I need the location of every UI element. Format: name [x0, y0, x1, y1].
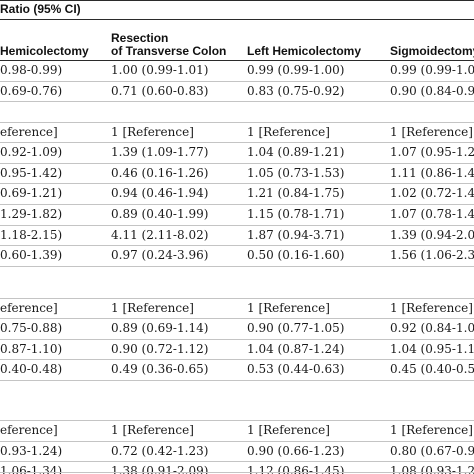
column-header-sigmoidectomy: Sigmoidectomy — [390, 44, 474, 58]
table-cell: 1.29-1.82) — [0, 206, 63, 221]
row-rule — [0, 440, 474, 442]
table-cell: 0.99 (0.99-1.00 — [390, 63, 474, 77]
row-rule — [0, 80, 474, 82]
table-cell: 0.75-0.88) — [0, 321, 63, 336]
table-cell: 1 [Reference] — [111, 124, 194, 139]
row-rule — [0, 162, 474, 164]
group-header-label: Ratio (95% CI) — [0, 2, 81, 16]
row-rule — [0, 318, 474, 320]
table-cell: 1.07 (0.95-1.21 — [390, 145, 474, 160]
table-cell: 0.49 (0.36-0.65) — [111, 362, 209, 377]
table-cell: 1.56 (1.06-2.31 — [390, 248, 474, 263]
row-rule — [0, 338, 474, 340]
table-cell: 1 [Reference] — [247, 124, 330, 139]
section-gap — [0, 102, 474, 122]
table-cell: 0.50 (0.16-1.60) — [247, 248, 345, 263]
table-cell: 1 [Reference] — [111, 423, 194, 437]
table-cell: 0.80 (0.67-0.95 — [390, 443, 474, 458]
row-rule — [0, 142, 474, 144]
table-cell: 1.00 (0.99-1.01) — [111, 63, 209, 77]
row-rule — [0, 101, 474, 103]
table-cell: 0.90 (0.72-1.12) — [111, 341, 209, 356]
table-cell: 1.38 (0.91-2.09) — [111, 464, 209, 474]
table-cell: 0.92 (0.84-1.00 — [390, 321, 474, 336]
table-cell: 0.53 (0.44-0.63) — [247, 362, 345, 377]
table-cell: 0.94 (0.46-1.94) — [111, 186, 209, 201]
table-cell: 0.71 (0.60-0.83) — [111, 83, 209, 98]
column-header-left-hemicolectomy: Left Hemicolectomy — [247, 44, 362, 58]
table-cell: 1 [Reference] — [247, 300, 330, 315]
table-cell: 1.11 (0.86-1.43 — [390, 165, 474, 180]
table-cell: 1.07 (0.78-1.47 — [390, 206, 474, 221]
table-cell: 1.15 (0.78-1.71) — [247, 206, 345, 221]
table-cell: 1.18-2.15) — [0, 227, 63, 242]
table-cell: 1.06-1.34) — [0, 464, 63, 474]
table-cell: 0.69-1.21) — [0, 186, 63, 201]
table-cell: 1.87 (0.94-3.71) — [247, 227, 345, 242]
table-cell: 0.60-1.39) — [0, 248, 63, 263]
table-cell: 1.04 (0.89-1.21) — [247, 145, 345, 160]
table-cell: 0.98-0.99) — [0, 63, 63, 77]
header-bottom-rule — [0, 60, 474, 61]
group-header-rule — [0, 19, 474, 20]
table-cell: 1.39 (1.09-1.77) — [111, 145, 209, 160]
table-cell: 0.89 (0.69-1.14) — [111, 321, 209, 336]
table-cell: 1.08 (0.93-1.25 — [390, 464, 474, 474]
table-cell: 0.40-0.48) — [0, 362, 63, 377]
table-cell: 0.97 (0.24-3.96) — [111, 248, 209, 263]
table-cell: 1.04 (0.95-1.13 — [390, 341, 474, 356]
table-cell: 1 [Reference] — [390, 124, 473, 139]
row-rule — [0, 461, 474, 463]
row-rule — [0, 359, 474, 361]
table-cell: eference] — [0, 300, 58, 315]
table-cell: 0.90 (0.66-1.23) — [247, 443, 345, 458]
section-gap — [0, 264, 474, 298]
section-gap — [0, 400, 474, 421]
table-cell: eference] — [0, 124, 58, 139]
table-cell: 0.92-1.09) — [0, 145, 63, 160]
column-header-transverse-line1: Resection — [111, 31, 169, 45]
row-rule — [0, 245, 474, 247]
bottom-rule — [0, 472, 474, 473]
table-cell: 1 [Reference] — [247, 423, 330, 437]
row-rule — [0, 224, 474, 226]
table-cell: 0.89 (0.40-1.99) — [111, 206, 209, 221]
table-cell: 0.45 (0.40-0.50 — [390, 362, 474, 377]
table-cell: 0.90 (0.84-0.95 — [390, 83, 474, 98]
table-cell: 1.05 (0.73-1.53) — [247, 165, 345, 180]
table-cell: 0.90 (0.77-1.05) — [247, 321, 345, 336]
table-cell: 0.87-1.10) — [0, 341, 63, 356]
table-cell: 0.99 (0.99-1.00) — [247, 63, 345, 77]
table-cell: 1.21 (0.84-1.75) — [247, 186, 345, 201]
section-rule — [0, 297, 474, 299]
table-cell: 0.83 (0.75-0.92) — [247, 83, 345, 98]
table-cell: 0.72 (0.42-1.23) — [111, 443, 209, 458]
row-rule — [0, 379, 474, 381]
table-cell: 1 [Reference] — [390, 300, 473, 315]
top-rule — [0, 0, 474, 1]
table-cell: 1.02 (0.72-1.45 — [390, 186, 474, 201]
row-rule — [0, 183, 474, 185]
table-cell: 4.11 (2.11-8.02) — [111, 227, 209, 242]
table-cell: eference] — [0, 423, 58, 437]
table-cell: 1.04 (0.87-1.24) — [247, 341, 345, 356]
column-header-transverse-line2: of Transverse Colon — [111, 44, 227, 58]
table-cell: 0.69-0.76) — [0, 83, 63, 98]
column-header-right-hemicolectomy: Hemicolectomy — [0, 44, 89, 58]
table-cell: 1 [Reference] — [111, 300, 194, 315]
section-rule — [0, 420, 474, 421]
table-cell: 1.39 (0.94-2.06 — [390, 227, 474, 242]
row-rule — [0, 203, 474, 205]
table-cell: 1.12 (0.86-1.45) — [247, 464, 345, 474]
table-cell: 0.46 (0.16-1.26) — [111, 165, 209, 180]
section-rule — [0, 121, 474, 123]
table-cell: 0.93-1.24) — [0, 443, 63, 458]
row-rule — [0, 265, 474, 267]
table-cell: 1 [Reference] — [390, 423, 473, 437]
table-cell: 0.95-1.42) — [0, 165, 63, 180]
